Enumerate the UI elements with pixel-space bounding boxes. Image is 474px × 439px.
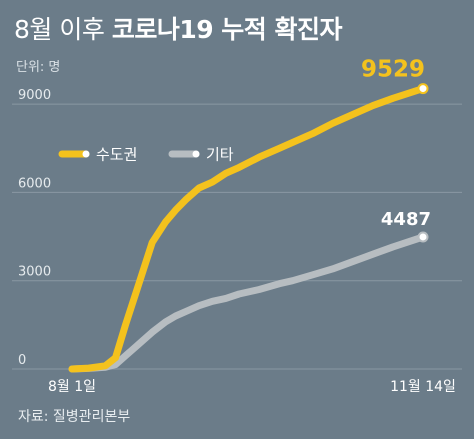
x-axis-ticks: 8월 1일 11월 14일: [48, 379, 456, 395]
legend-label: 수도권: [96, 146, 137, 164]
legend-swatch-dot: [192, 150, 200, 158]
legend-label: 기타: [206, 146, 234, 164]
series-lines: [68, 85, 427, 373]
end-value-label: 4487: [381, 209, 431, 230]
end-value-label: 9529: [361, 57, 425, 83]
end-point-marker: [417, 231, 429, 243]
series-line: [68, 233, 427, 373]
chart-title-bold: 코로나19 누적 확진자: [111, 15, 343, 44]
y-tick-label: 3000: [18, 265, 51, 280]
x-tick-label: 8월 1일: [48, 379, 96, 395]
legend-swatch-dot: [82, 150, 90, 158]
chart-title: 8월 이후 코로나19 누적 확진자: [14, 14, 343, 46]
legend: 수도권 기타: [58, 146, 234, 164]
y-tick-label: 9000: [18, 88, 51, 103]
y-axis-ticks: 0 3000 6000 9000: [18, 88, 51, 368]
chart-title-light: 8월 이후: [14, 15, 112, 44]
end-labels: 9529 4487: [361, 57, 431, 243]
series-line: [68, 85, 427, 373]
grid-lines: [12, 103, 462, 370]
x-tick-label: 11월 14일: [390, 379, 456, 395]
unit-label: 단위: 명: [16, 60, 61, 75]
y-tick-label: 0: [18, 353, 26, 368]
source-label: 자료: 질병관리본부: [18, 409, 131, 425]
y-tick-label: 6000: [18, 176, 51, 191]
end-point-marker: [417, 83, 429, 95]
